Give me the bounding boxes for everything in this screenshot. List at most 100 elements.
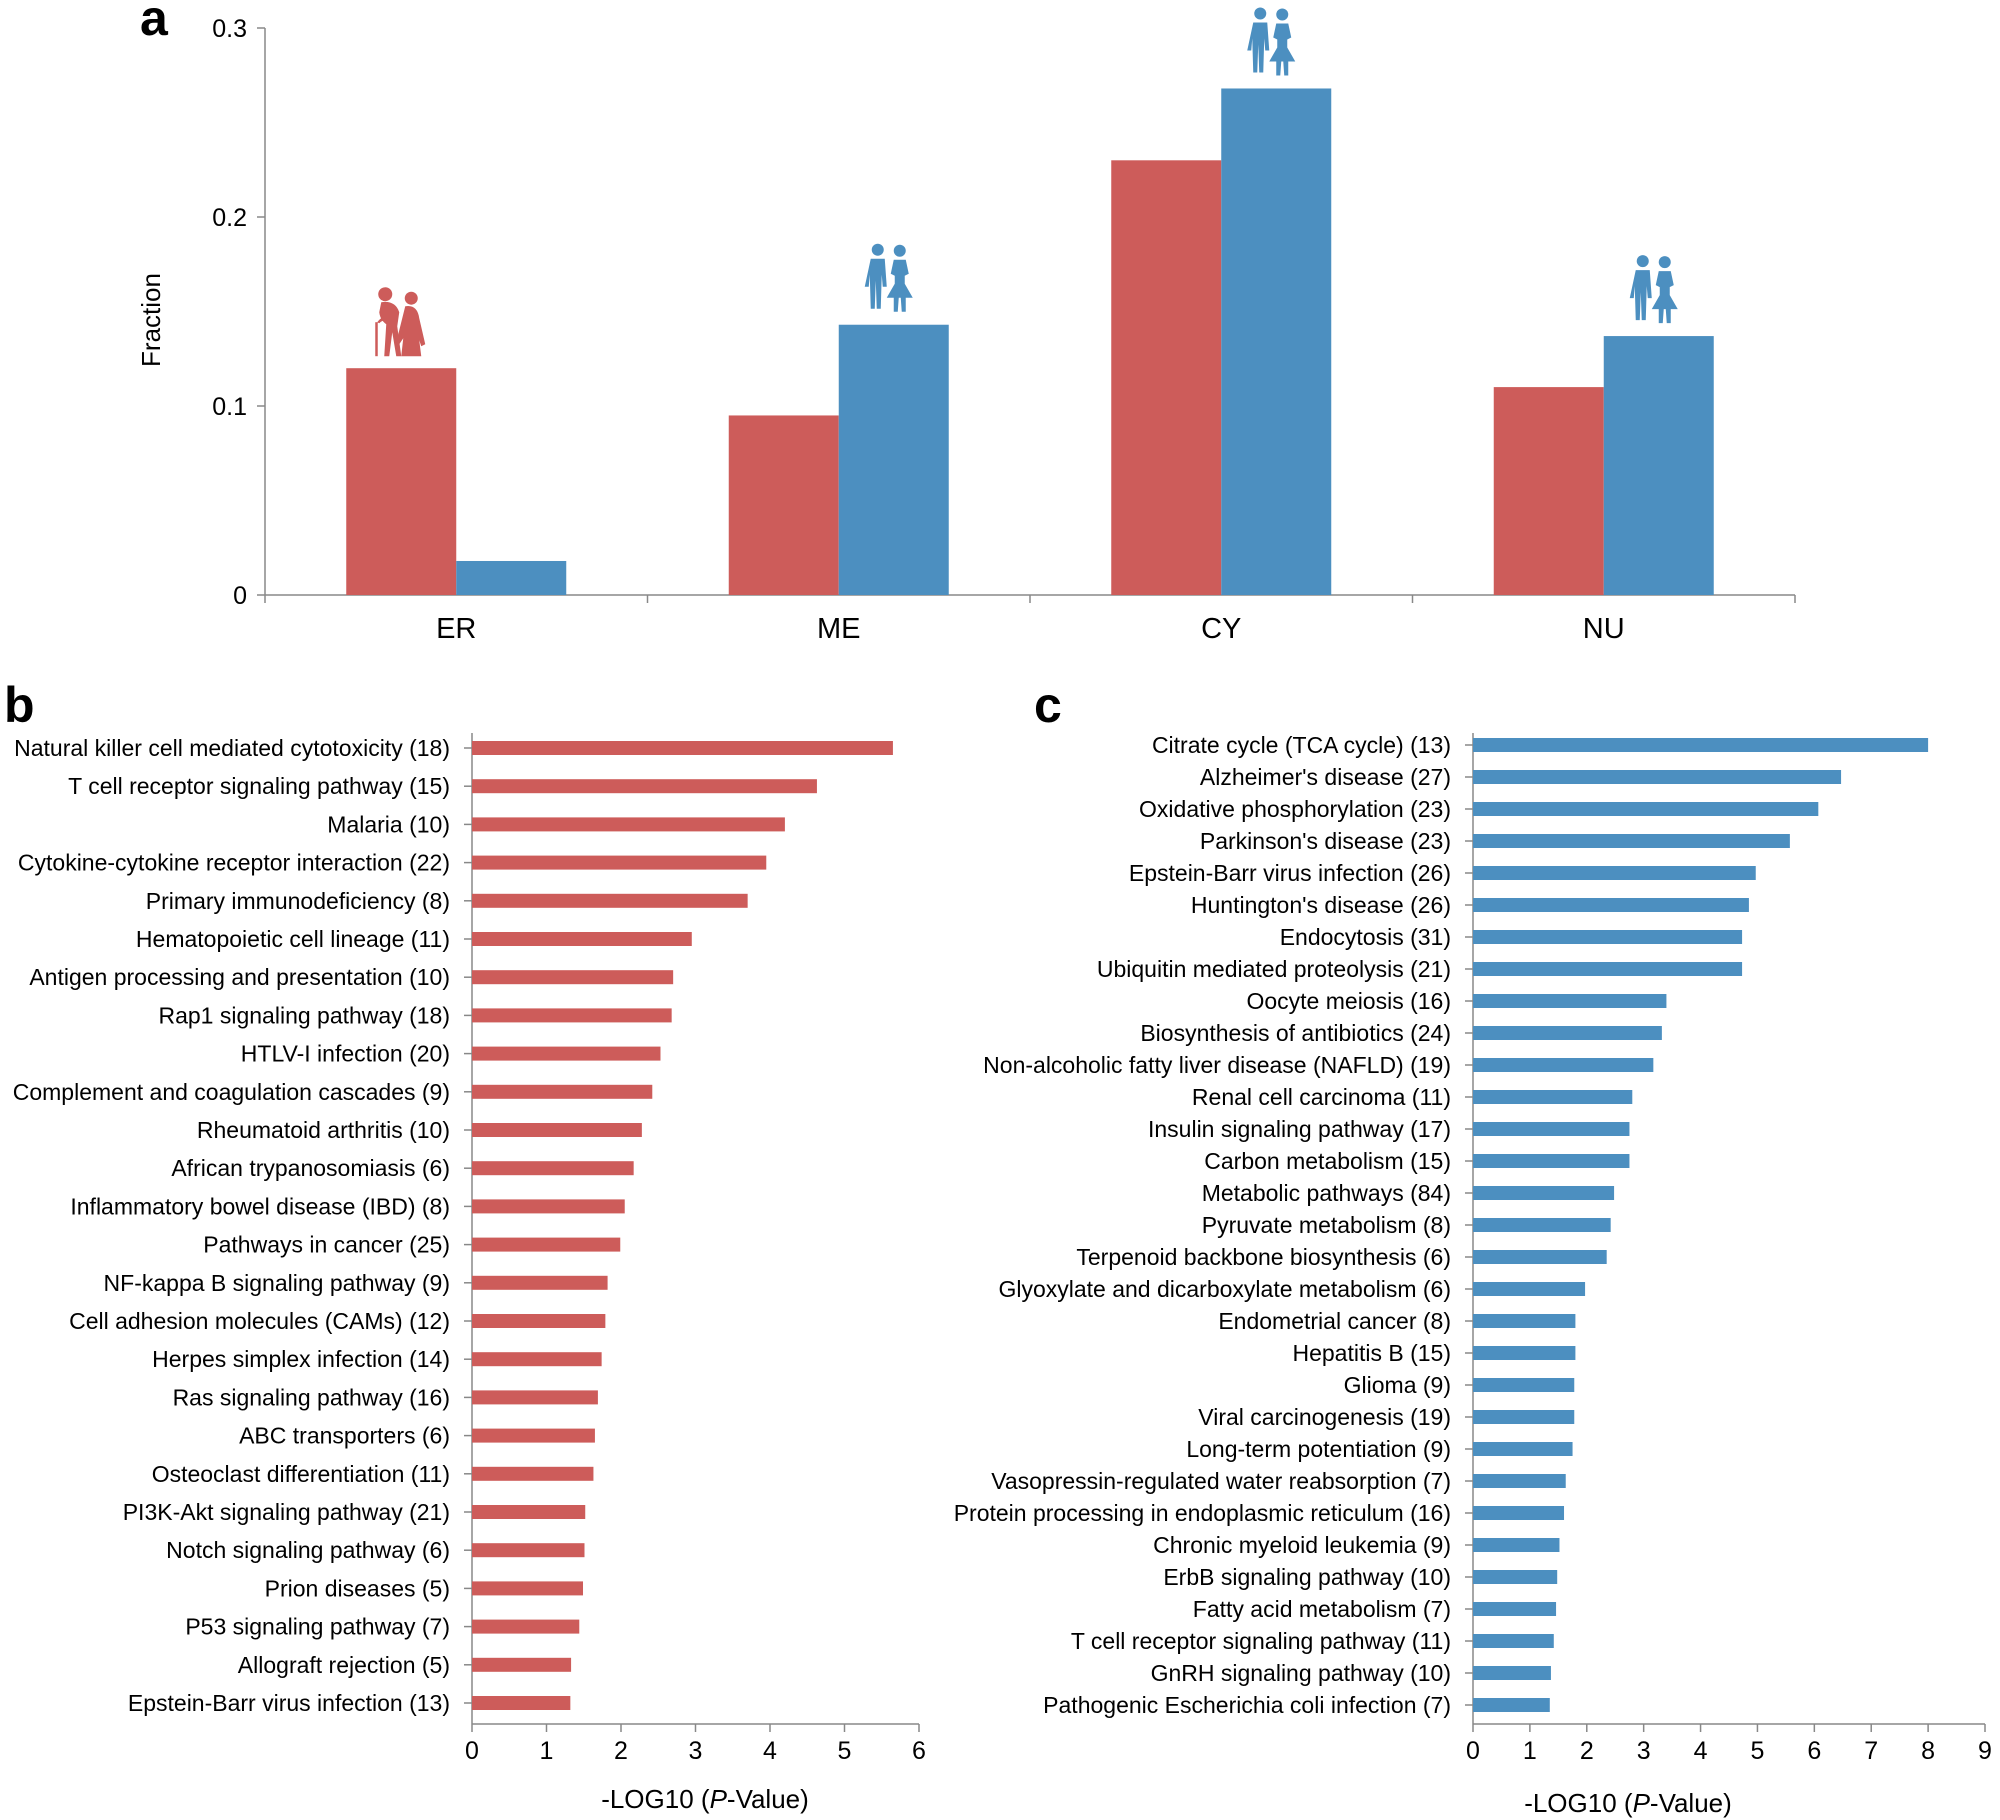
panel-c-term-label: ErbB signaling pathway (10) (1163, 1564, 1451, 1590)
panel-c-term-label: Pathogenic Escherichia coli infection (7… (1043, 1692, 1451, 1718)
panel-c-bar (1473, 1474, 1566, 1488)
panel-c-x-tick-label: 3 (1637, 1737, 1651, 1765)
panel-c-term-label: Biosynthesis of antibiotics (24) (1140, 1020, 1451, 1046)
panel-b-term-label: Complement and coagulation cascades (9) (13, 1079, 450, 1105)
panel-c-bar (1473, 898, 1749, 912)
panel-c-bar (1473, 1218, 1611, 1232)
panel-a-y-tick-label: 0.3 (212, 15, 247, 43)
panel-a-bar-young-ER (456, 560, 567, 595)
panel-b-bar (472, 741, 893, 755)
young-couple-icon (1629, 255, 1678, 324)
panel-b-x-tick-label: 0 (465, 1737, 479, 1765)
panel-a-bar-old-ER (346, 368, 457, 595)
panel-c-bar (1473, 1186, 1615, 1200)
panel-a-bar-chart: a Fraction 0 0.1 0.2 0.3 ER ME CY NU (136, 0, 1796, 645)
panel-c-term-label: Insulin signaling pathway (17) (1148, 1116, 1451, 1142)
panel-b-term-label: Allograft rejection (5) (238, 1652, 450, 1678)
panel-b-term-label: Rap1 signaling pathway (18) (158, 1002, 450, 1028)
panel-b-term-label: Prion diseases (5) (265, 1575, 450, 1601)
panel-b-xlabel-italic: P (710, 1784, 728, 1814)
panel-c-bar (1473, 962, 1743, 976)
panel-a-y-tick-label: 0 (233, 582, 247, 610)
panel-b-bar (472, 1657, 572, 1672)
panel-c-term-label: Endocytosis (31) (1280, 924, 1451, 950)
panel-b-plot: 0 1 2 3 4 5 6 Natural killer cell mediated cyto… (13, 733, 926, 1765)
panel-b-bar (472, 1428, 595, 1443)
panel-c-term-label: T cell receptor signaling pathway (11) (1071, 1628, 1451, 1654)
panel-b-bar (472, 1543, 585, 1558)
panel-c-x-tick-label: 0 (1466, 1737, 1480, 1765)
panel-c-bar (1473, 1570, 1558, 1584)
panel-c-x-axis-label: -LOG10 (P-Value) (1524, 1788, 1732, 1818)
panel-b-bar (472, 1466, 594, 1481)
panel-a-category-label: CY (1201, 613, 1241, 645)
panel-b-term-label: Osteoclast differentiation (11) (152, 1461, 450, 1487)
panel-b-x-tick-label: 5 (838, 1737, 852, 1765)
panel-b-term-label: Malaria (10) (327, 811, 450, 837)
panel-b-bar (472, 1314, 606, 1328)
panel-c-term-label: Oocyte meiosis (16) (1246, 988, 1451, 1014)
panel-c-bar (1473, 1442, 1573, 1456)
panel-b-term-label: NF-kappa B signaling pathway (9) (104, 1270, 450, 1296)
panel-b-bar (472, 779, 817, 794)
panel-b-term-label: Cell adhesion molecules (CAMs) (12) (69, 1308, 450, 1334)
panel-a-y-tick-label: 0.1 (212, 393, 247, 421)
panel-c-term-label: Parkinson's disease (23) (1200, 828, 1451, 854)
panel-b-bar (472, 1199, 625, 1214)
panel-b-x-tick-label: 3 (689, 1737, 703, 1765)
panel-b-x-tick-label: 4 (763, 1737, 777, 1765)
panel-b-bar (472, 1581, 584, 1596)
panel-c-term-label: Carbon metabolism (15) (1204, 1148, 1451, 1174)
panel-b-term-label: Cytokine-cytokine receptor interaction (… (18, 850, 450, 876)
panel-a-y-tick-label: 0.2 (212, 204, 247, 232)
panel-b-x-tick-label: 6 (912, 1737, 926, 1765)
panel-b-bar (472, 1008, 672, 1023)
panel-c-term-label: Hepatitis B (15) (1292, 1340, 1451, 1366)
panel-b-term-label: Antigen processing and presentation (10) (29, 964, 450, 990)
panel-c-bar (1473, 1250, 1607, 1264)
panel-a-category-label: NU (1583, 613, 1625, 645)
panel-c-x-tick-label: 1 (1523, 1737, 1537, 1765)
panel-b-bar (472, 1046, 661, 1061)
panel-c-x-tick-label: 8 (1921, 1737, 1935, 1765)
panel-c-term-label: Viral carcinogenesis (19) (1198, 1404, 1451, 1430)
panel-b-bar (472, 1161, 634, 1176)
panel-c-x-tick-label: 6 (1807, 1737, 1821, 1765)
panel-a-bar-old-ME (728, 415, 839, 595)
panel-c-bar (1473, 1154, 1630, 1168)
panel-b-bar (472, 1084, 653, 1099)
panel-c-term-label: Protein processing in endoplasmic reticu… (954, 1500, 1451, 1526)
young-couple-icon (1247, 7, 1296, 76)
panel-b-term-label: Epstein-Barr virus infection (13) (128, 1690, 450, 1716)
panel-c-term-label: Glyoxylate and dicarboxylate metabolism … (998, 1276, 1451, 1302)
panel-c-term-label: Alzheimer's disease (27) (1200, 764, 1451, 790)
panel-a-bar-young-CY (1221, 88, 1332, 595)
panel-b-term-label: P53 signaling pathway (7) (185, 1614, 450, 1640)
panel-b-term-label: Herpes simplex infection (14) (152, 1346, 450, 1372)
panel-c-bar (1473, 1058, 1654, 1072)
panel-a-icons (375, 7, 1678, 357)
panel-c-bar-chart: c 0 1 2 3 4 5 6 7 8 9 Citrate cycle (TCA cycle) (1… (954, 677, 1992, 1818)
panel-b-bar-chart: b 0 1 2 3 4 5 6 Natural killer cell mediated cy… (4, 677, 926, 1814)
panel-b-term-label: Rheumatoid arthritis (10) (197, 1117, 450, 1143)
panel-c-xlabel-end: -Value) (1650, 1788, 1732, 1818)
panel-b-bar (472, 970, 674, 985)
panel-c-bar (1473, 1538, 1560, 1552)
panel-b-bar (472, 893, 748, 908)
panel-c-bar (1473, 1698, 1550, 1712)
panel-c-bar (1473, 1602, 1557, 1616)
panel-b-bar (472, 817, 785, 832)
panel-b-bar (472, 1619, 580, 1634)
panel-c-xlabel-start: -LOG10 ( (1524, 1788, 1633, 1818)
panel-b-term-label: PI3K-Akt signaling pathway (21) (123, 1499, 450, 1525)
young-couple-icon (864, 243, 913, 312)
panel-a-bars (346, 88, 1714, 596)
panel-c-bar (1473, 1314, 1576, 1328)
panel-c-x-tick-label: 2 (1580, 1737, 1594, 1765)
panel-c-term-label: Non-alcoholic fatty liver disease (NAFLD… (983, 1052, 1451, 1078)
panel-c-term-label: Long-term potentiation (9) (1186, 1436, 1451, 1462)
panel-b-bar (472, 1123, 642, 1137)
panel-c-x-tick-label: 7 (1864, 1737, 1878, 1765)
panel-b-term-label: Pathways in cancer (25) (203, 1232, 450, 1258)
